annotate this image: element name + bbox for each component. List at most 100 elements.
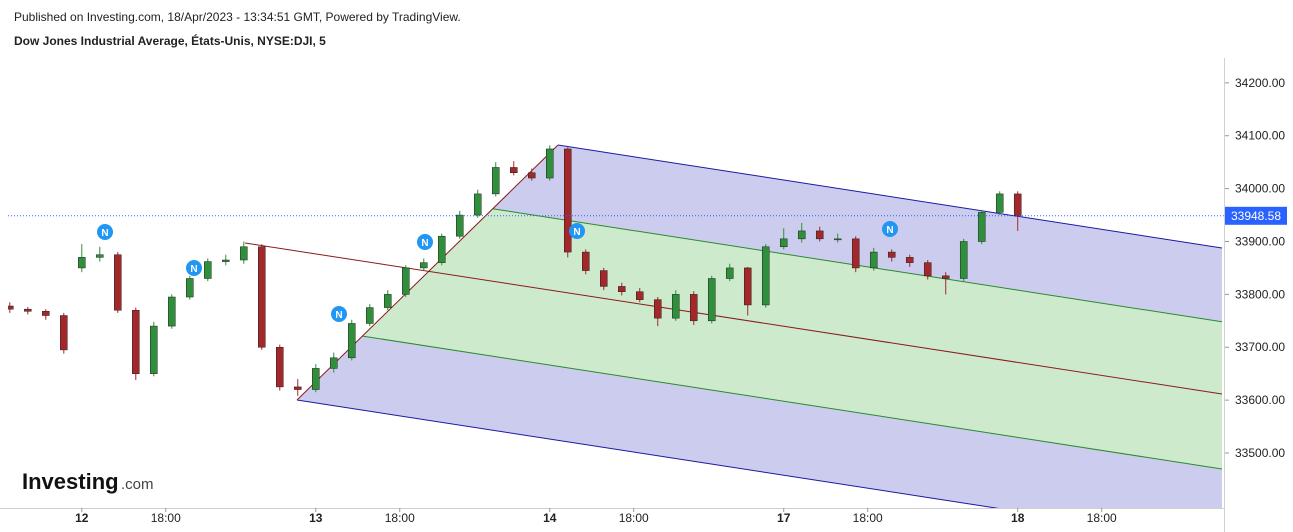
news-marker: N [331, 306, 347, 322]
candle-body [294, 386, 302, 390]
candle-body [384, 294, 392, 308]
candle-body [60, 315, 68, 351]
last-price-box [1225, 206, 1287, 225]
y-tick-label: 33900.00 [1235, 234, 1285, 248]
candle-body [546, 148, 554, 179]
news-markers: N N N N N N [97, 221, 898, 322]
y-tick-label: 33500.00 [1235, 446, 1285, 460]
y-tick-label: 34000.00 [1235, 182, 1285, 196]
news-marker-label: N [101, 228, 108, 239]
x-tick-label: 18:00 [619, 511, 649, 525]
y-tick-label: 34100.00 [1235, 129, 1285, 143]
x-tick-label: 18 [1011, 511, 1025, 525]
candle-body [887, 251, 896, 258]
y-tick-label: 33700.00 [1235, 340, 1285, 354]
chart-title: Dow Jones Industrial Average, États-Unis… [14, 33, 326, 48]
logo-suffix: .com [121, 476, 154, 493]
x-tick-label: 18:00 [385, 511, 415, 525]
candle-body [366, 307, 374, 324]
candle-body [528, 172, 536, 179]
lower-tine [296, 399, 999, 508]
candle-body [456, 214, 464, 237]
lower-quarter [361, 335, 1222, 470]
x-tick-label: 18:00 [853, 511, 883, 525]
candles [8, 145, 1022, 396]
candle-body [564, 148, 572, 253]
pitchfork [244, 144, 1222, 508]
news-marker: N [97, 224, 113, 240]
candle-body [582, 251, 590, 271]
published-note: Published on Investing.com, 18/Apr/2023 … [14, 10, 461, 24]
candle-body [671, 294, 680, 319]
candle-body [258, 246, 266, 348]
candle-body [168, 296, 176, 327]
last-price-label: 33948.58 [1231, 209, 1281, 223]
news-marker-label: N [190, 264, 197, 275]
candle-body [510, 167, 518, 173]
candle-body [635, 291, 644, 300]
x-tick-label: 13 [309, 511, 323, 525]
candle-body [276, 346, 284, 388]
candle-body [977, 212, 986, 242]
candle-body [743, 267, 752, 306]
candle-body [420, 262, 428, 269]
candle-body [492, 167, 500, 195]
news-marker-label: N [886, 225, 893, 236]
candle-body [707, 278, 716, 322]
candle-body [923, 262, 932, 277]
candle-body [1013, 193, 1022, 216]
news-marker: N [882, 221, 898, 237]
candle-body [761, 246, 770, 306]
candle-body [204, 261, 212, 279]
candle-body [653, 299, 662, 319]
y-tick-label: 33800.00 [1235, 287, 1285, 301]
axes: 33500.00 33600.00 33700.00 33800.00 33900.00… [0, 58, 1285, 532]
candle-body [186, 278, 194, 298]
logo-name: Investing [22, 469, 119, 494]
candle-body [150, 325, 158, 374]
upper-tine [557, 144, 1222, 249]
candle-body [474, 193, 482, 216]
candle-body [96, 254, 104, 258]
candle-body [869, 251, 878, 269]
x-tick-label: 18:00 [1087, 511, 1117, 525]
candle-body [995, 193, 1004, 213]
logo: Investing .com [22, 469, 154, 494]
candle-body [78, 257, 86, 269]
candle-body [833, 238, 842, 241]
candle-body [240, 246, 248, 261]
candle-body [330, 357, 338, 369]
candle-body [114, 254, 122, 311]
candle-body [24, 308, 32, 312]
candle-body [815, 230, 824, 240]
y-tick-label: 34200.00 [1235, 76, 1285, 90]
news-marker: N [569, 223, 585, 239]
x-tick-label: 17 [777, 511, 791, 525]
news-marker-label: N [421, 238, 428, 249]
candle-body [402, 267, 410, 295]
x-tick-label: 18:00 [151, 511, 181, 525]
candle-body [348, 323, 356, 359]
candle-body [725, 267, 734, 279]
candle-body [689, 294, 698, 322]
candle-body [851, 238, 860, 269]
x-tick-label: 14 [543, 511, 557, 525]
candle-body [797, 230, 806, 240]
y-tick-label: 33600.00 [1235, 393, 1285, 407]
news-marker: N [417, 234, 433, 250]
candle-body [600, 270, 608, 287]
pitchfork-inner [362, 208, 1222, 469]
candle-body [312, 368, 320, 390]
candle-body [617, 286, 626, 292]
news-marker-label: N [335, 310, 342, 321]
candle-body [8, 305, 14, 310]
candle-body [941, 275, 950, 279]
candle-body [222, 259, 230, 262]
candle-body [42, 311, 50, 316]
candle-body [959, 241, 968, 279]
handle-line [296, 144, 559, 401]
candle-body [905, 257, 914, 263]
candle-body [438, 235, 446, 263]
